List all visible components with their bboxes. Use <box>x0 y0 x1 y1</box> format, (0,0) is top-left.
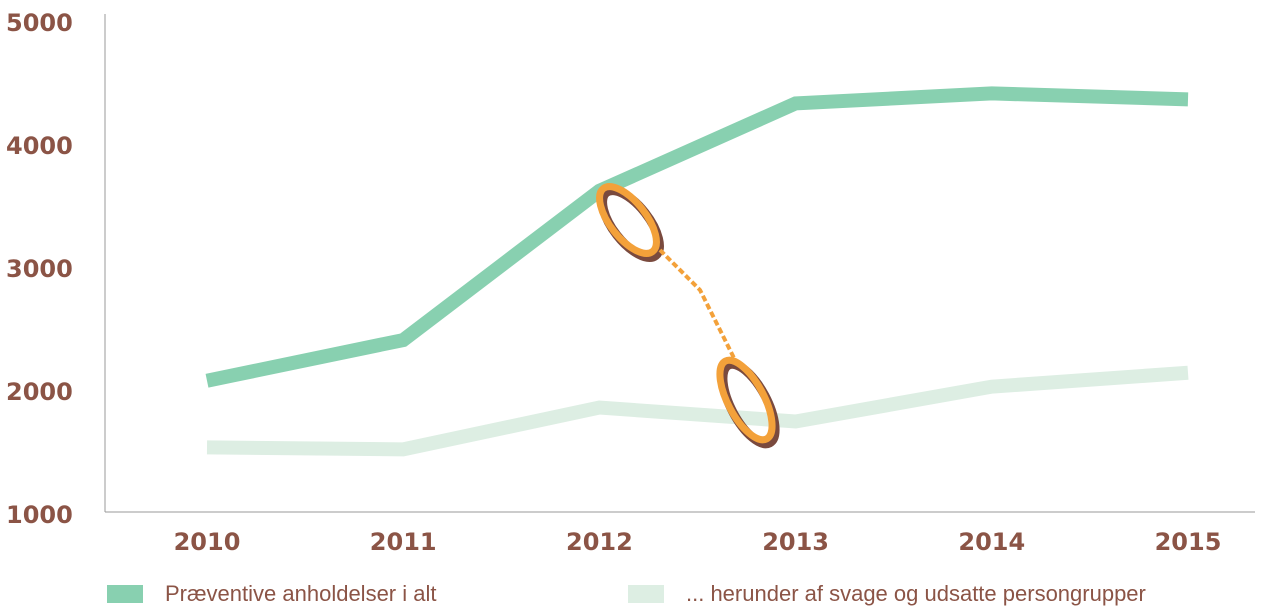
legend-swatch <box>628 585 664 603</box>
x-tick-label: 2010 <box>174 528 241 556</box>
legend-label: Præventive anholdelser i alt <box>165 581 436 606</box>
y-tick-label: 3000 <box>6 255 73 283</box>
x-tick-label: 2015 <box>1155 528 1222 556</box>
y-tick-label: 1000 <box>6 501 73 529</box>
plot <box>207 93 1188 449</box>
x-tick-label: 2011 <box>370 528 437 556</box>
legend-label: ... herunder af svage og udsatte persong… <box>686 581 1146 606</box>
chart: 1000 2000 3000 4000 5000 2010 2011 2012 2013 2014… <box>0 0 1277 606</box>
x-tick-label: 2013 <box>762 528 829 556</box>
legend-swatch <box>107 585 143 603</box>
line-series <box>207 373 1188 450</box>
x-tick-label: 2012 <box>566 528 633 556</box>
y-tick-label: 4000 <box>6 132 73 160</box>
y-tick-label: 2000 <box>6 378 73 406</box>
x-tick-label: 2014 <box>958 528 1025 556</box>
line-series <box>207 93 1188 380</box>
y-tick-label: 5000 <box>6 9 73 37</box>
